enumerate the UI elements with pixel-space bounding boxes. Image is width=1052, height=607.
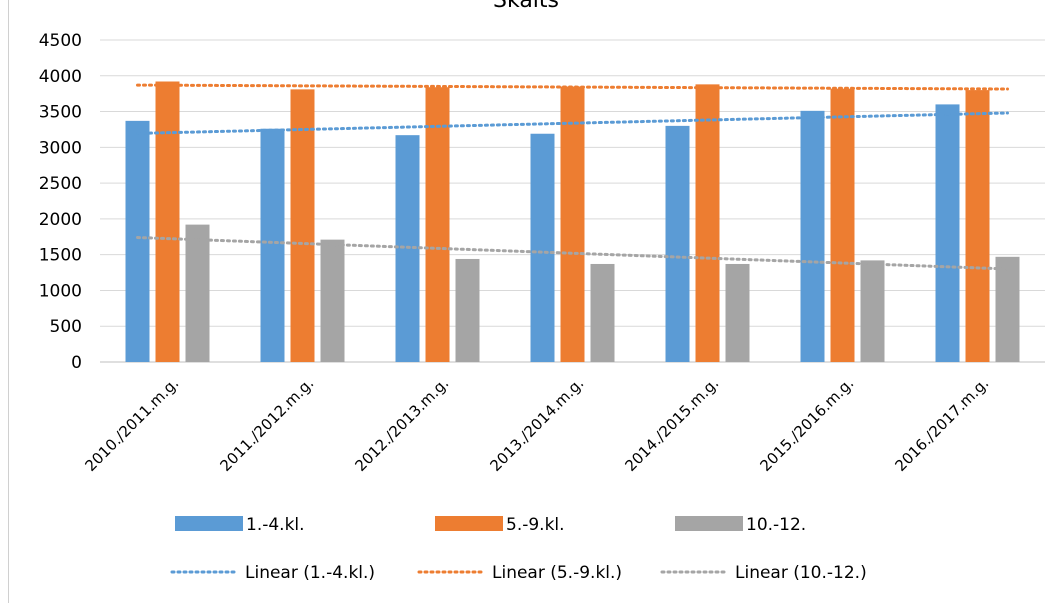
y-tick-label: 2500	[39, 174, 82, 194]
bar	[965, 90, 990, 362]
x-tick-label: 2016./2017.m.g.	[891, 374, 992, 475]
bar	[185, 224, 210, 362]
bar	[260, 128, 285, 362]
x-tick-label: 2010./2011.m.g.	[81, 374, 182, 475]
bar	[455, 258, 480, 362]
y-tick-label: 1500	[39, 246, 82, 266]
x-tick-label: 2012./2013.m.g.	[351, 374, 452, 475]
bar	[125, 120, 150, 362]
bar	[590, 263, 615, 362]
bar	[830, 88, 855, 362]
legend-trendline-label: Linear (10.-12.)	[735, 563, 867, 583]
x-tick-label: 2015./2016.m.g.	[756, 374, 857, 475]
x-tick-label: 2011./2012.m.g.	[216, 374, 317, 475]
chart-title: Skaits	[493, 0, 559, 13]
y-tick-label: 3500	[39, 103, 82, 123]
y-tick-label: 2000	[39, 210, 82, 230]
bar	[560, 86, 585, 362]
y-tick-label: 3000	[39, 138, 82, 158]
y-tick-label: 0	[71, 353, 82, 373]
bar	[800, 110, 825, 362]
legend-label: 1.-4.kl.	[246, 515, 305, 535]
legend-label: 10.-12.	[746, 515, 806, 535]
x-tick-label: 2013./2014.m.g.	[486, 374, 587, 475]
trendline	[136, 235, 1009, 271]
bar	[155, 81, 180, 362]
trendline	[136, 111, 1009, 135]
bar	[665, 125, 690, 362]
bar	[695, 84, 720, 362]
y-tick-label: 4500	[39, 31, 82, 51]
bar	[290, 89, 315, 362]
bar	[320, 239, 345, 362]
trendline	[136, 83, 1009, 91]
bar	[995, 256, 1020, 362]
bar	[530, 133, 555, 362]
legend-trendline-label: Linear (5.-9.kl.)	[492, 563, 622, 583]
legend-swatch	[175, 516, 243, 531]
legend-trendline-label: Linear (1.-4.kl.)	[245, 563, 375, 583]
bar	[425, 87, 450, 362]
y-tick-label: 4000	[39, 67, 82, 87]
legend-label: 5.-9.kl.	[506, 515, 565, 535]
legend-swatch	[435, 516, 503, 531]
y-tick-label: 1000	[39, 281, 82, 301]
y-tick-label: 500	[50, 317, 82, 337]
bar	[860, 260, 885, 362]
bar	[725, 263, 750, 362]
bar	[935, 104, 960, 363]
legend-swatch	[675, 516, 743, 531]
left-border	[8, 0, 9, 603]
x-tick-label: 2014./2015.m.g.	[621, 374, 722, 475]
